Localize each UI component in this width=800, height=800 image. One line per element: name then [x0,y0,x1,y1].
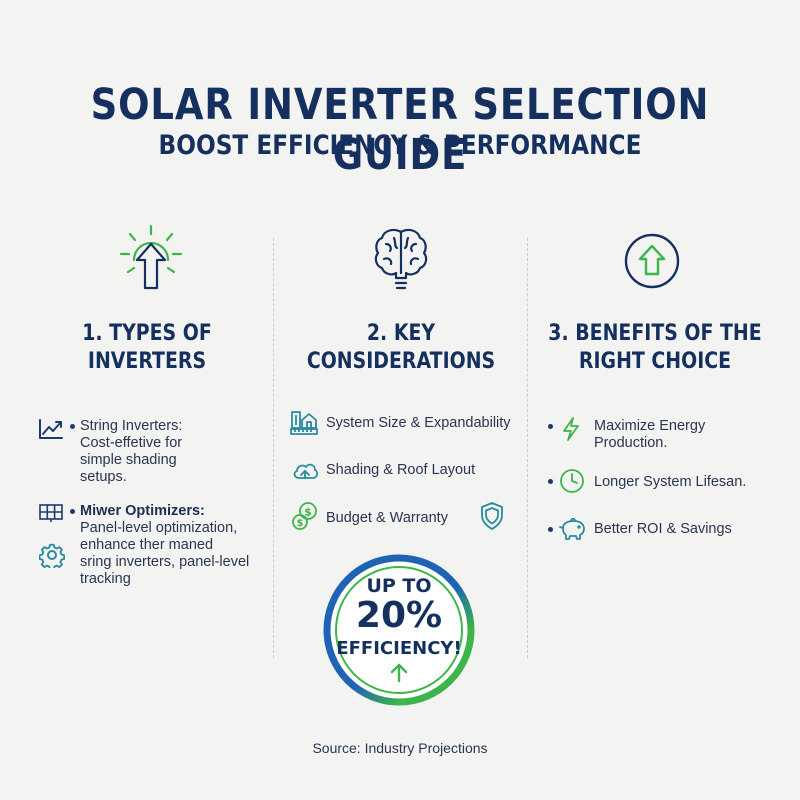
list-item-maximize: Maximize Energy Production. [594,418,706,451]
column-divider [273,238,274,658]
dollar-coins-icon: $ $ [292,502,317,530]
column-divider [527,238,528,658]
sun-arrow-icon [119,224,183,290]
solar-panel-icon [39,504,63,522]
lightning-icon [563,417,579,441]
badge-ring [323,554,475,706]
piggy-bank-icon [559,517,585,540]
building-ruler-icon [290,411,318,435]
cloud-roof-icon [293,463,318,479]
column-heading-benefits: 3. BENEFITS OF THE RIGHT CHOICE [548,321,762,374]
svg-text:$: $ [304,506,312,519]
list-item-optimizers: Miwer Optimizers: Panel-level optimizati… [80,503,250,587]
list-item-budget: Budget & Warranty [326,510,448,526]
bullet [70,424,75,429]
badge-line-3: EFFICIENCY! [336,638,462,659]
page-subtitle: BOOST EFFICIENCY & PERFORMANCE [158,130,642,161]
list-item-lifespan: Longer System Lifesan. [594,474,747,490]
badge-arrow-icon [390,663,408,683]
bullet [70,509,75,514]
bullet [548,479,553,484]
clock-icon [560,469,584,493]
column-heading-considerations: 2. KEY CONSIDERATIONS [306,321,496,374]
bullet [548,527,553,532]
brain-bulb-icon [374,228,428,290]
bullet [548,424,553,429]
badge-line-1: UP TO [366,575,432,597]
column-heading-types: 1. TYPES OF INVERTERS [82,321,212,374]
line-chart-icon [39,419,63,439]
source-note: Source: Industry Projections [312,740,488,756]
shield-icon [481,502,503,530]
efficiency-badge: UP TO 20% EFFICIENCY! [322,553,476,707]
list-item-shading: Shading & Roof Layout [326,462,476,478]
gear-icon [39,543,65,568]
list-item-string-inverters: String Inverters: Cost-effetive for simp… [80,418,183,485]
page-title: SOLAR INVERTER SELECTION GUIDE [90,80,710,180]
svg-text:$: $ [297,518,304,529]
up-arrow-circle-icon [624,233,680,289]
list-item-roi: Better ROI & Savings [594,521,732,537]
badge-percent: 20% [355,595,443,636]
list-item-system-size: System Size & Expandability [326,415,511,431]
